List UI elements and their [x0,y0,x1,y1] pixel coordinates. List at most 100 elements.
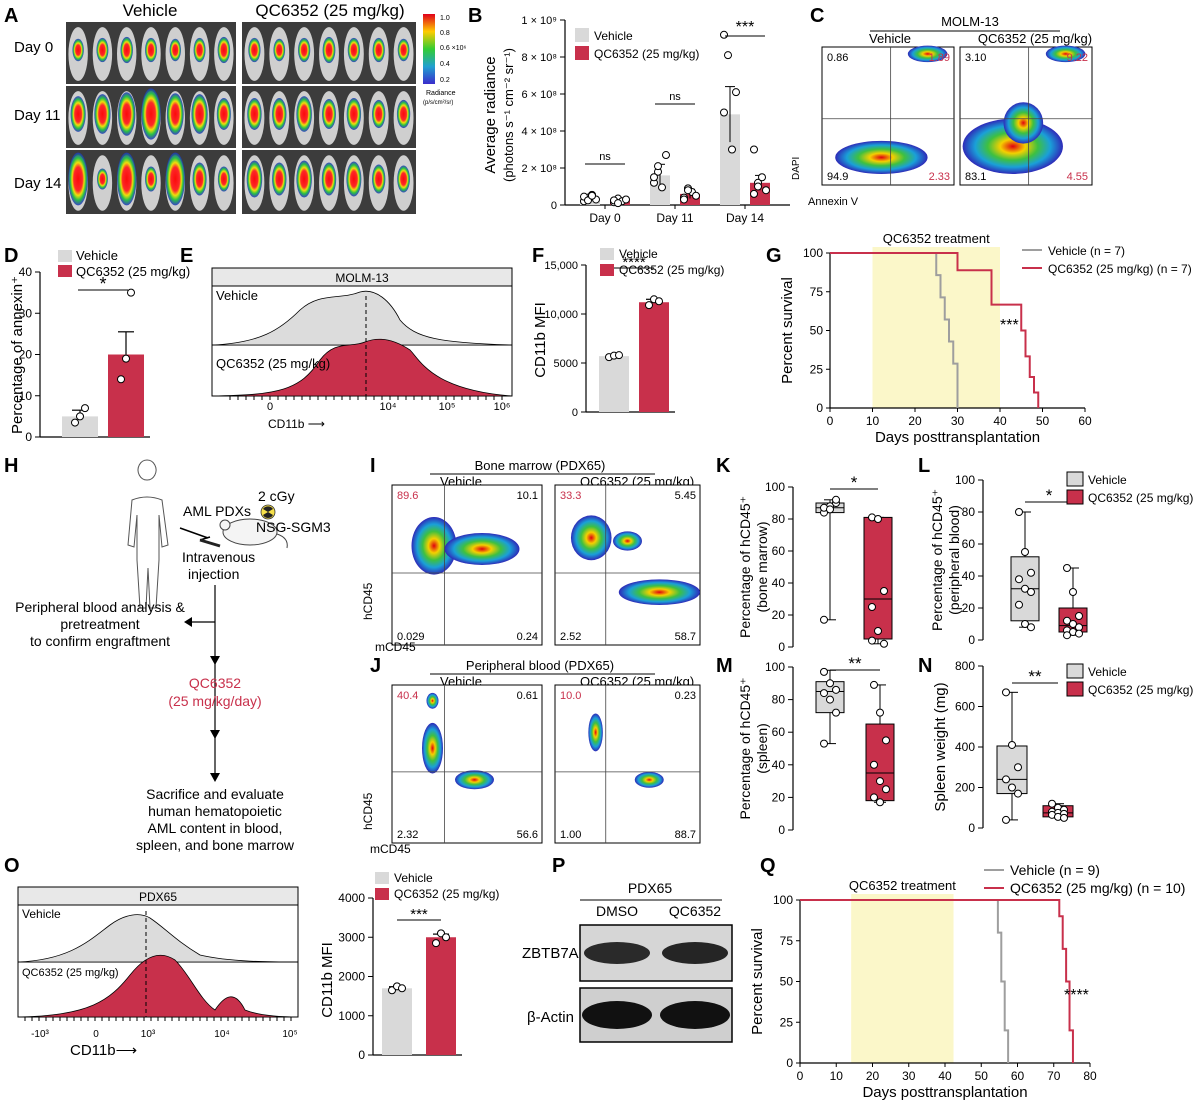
panel-label: B [468,5,482,27]
data-point [1048,799,1056,808]
radiance-bar-chart: 0 2 × 10⁸ 4 × 10⁸ 6 × 10⁸ 8 × 10⁸ 1 × 10⁹ Aver… [482,15,790,225]
density-cluster [907,45,948,63]
quadrant-value: 0.029 [397,631,425,643]
data-point [820,615,828,624]
data-point [1015,575,1023,584]
luminescence-signal [246,160,263,198]
bar [680,193,700,205]
legend-swatch [1066,471,1084,487]
luminescence-signal [322,36,336,64]
colorbar-tick: 0.6 ×10⁶ [440,45,467,52]
end-label: AML content in blood, [148,820,283,836]
y-axis-label: Percentage of annexin⁺ [9,276,26,434]
luminescence-signal [346,161,362,197]
data-point [882,736,890,745]
y-axis-label: Percentage of hCD45⁺ [929,489,945,631]
luminescence-signal [166,93,184,135]
quadrant-value: 1.89 [929,52,950,64]
y-tick-label: 20 [772,608,786,622]
y-tick-label: 0 [551,200,557,212]
survival-line [800,899,1074,1063]
luminescence-signal [72,38,84,62]
c-treated: QC6352 (25 mg/kg) [978,31,1092,46]
luminescence-signal [396,99,411,129]
x-tick-label: 20 [908,414,922,428]
quadrant-value: 2.52 [560,631,581,643]
syringe-icon [199,538,221,548]
legend-label: Vehicle [76,248,118,263]
y-tick-label: 60 [962,537,976,551]
quadrant-value: 9.22 [1067,52,1088,64]
panel-label: M [716,655,733,677]
shade-label: QC6352 treatment [849,878,956,893]
density-cluster [634,771,664,788]
x-tick-label: 10³ [141,1029,156,1040]
data-point [820,689,828,698]
x-tick-label: 0 [827,414,834,428]
annexin-flow-plots: 0.86 1.89 94.9 2.33 3.10 9.22 83.1 4.55 [821,45,1093,186]
luminescence-signal [169,38,181,62]
legend-label: Vehicle [394,871,433,885]
x-tick-label: 0 [93,1029,99,1040]
cd11b-mfi-bar-chart: 0 5000 10,000 15,000 CD11b MFI ****Vehicle QC6… [532,247,724,419]
y-tick-label: 0 [968,633,975,647]
y-tick-label: 75 [810,285,824,299]
panel-label: E [180,245,193,267]
data-point [1027,568,1035,577]
x-tick-label: 10⁶ [494,401,511,413]
data-point [654,162,662,171]
data-point [81,404,89,413]
luminescence-signal [141,88,161,140]
x-axis-label: CD11b ⟶ [268,417,325,431]
luminescence-signal [96,37,109,63]
x-tick-label: 0 [267,401,273,413]
y-tick-label: 20 [962,601,976,615]
row-label: β-Actin [527,1009,574,1026]
data-point [724,51,732,60]
arrow-head [210,773,220,782]
c-vehicle: Vehicle [869,31,911,46]
y-tick-label: 6 × 10⁸ [521,89,557,101]
panel-label: D [4,245,18,267]
density-cluster [444,533,520,565]
row-label: Day 11 [14,107,60,124]
treated-histogram [17,954,299,1018]
legend-label: Vehicle (n = 9) [1010,862,1100,878]
legend-swatch [1066,663,1084,679]
lane-label: DMSO [596,903,638,919]
mouse-tail [276,533,288,549]
significance-label: ** [1028,667,1042,686]
panel-label: L [918,455,930,477]
inj-label: Intravenous [182,549,255,565]
pb-label: Peripheral blood analysis & [15,599,185,615]
drug-label: QC6352 [189,675,241,691]
data-point [754,182,762,191]
x-tick-label: 50 [1036,414,1050,428]
legend-swatch [1066,681,1084,697]
data-point [728,145,736,154]
data-point [1063,631,1071,640]
legend-label: Vehicle [594,29,633,43]
y-tick-label: 15,000 [544,260,578,272]
luminescence-signal [272,98,287,130]
end-label: Sacrifice and evaluate [146,786,284,802]
quadrant-value: 83.1 [965,171,986,183]
data-point [658,183,666,192]
panel-label: Q [760,855,776,877]
y-tick-label: 80 [962,505,976,519]
colorbar-unit: (p/s/cm²/sr) [423,100,453,106]
significance-label: *** [736,19,755,36]
luminescence-signal [296,96,312,132]
y-axis-label: Percent survival [779,277,796,384]
luminescence-signal [217,166,230,192]
quadrant-value: 94.9 [827,171,848,183]
legend-swatch [600,264,614,276]
row-label: Day 0 [14,39,53,56]
density-cluster [426,692,439,709]
vehicle-label: Vehicle [123,1,178,20]
data-point [684,186,692,195]
y-tick-label: 50 [810,324,824,338]
treatment-window [851,894,954,1063]
